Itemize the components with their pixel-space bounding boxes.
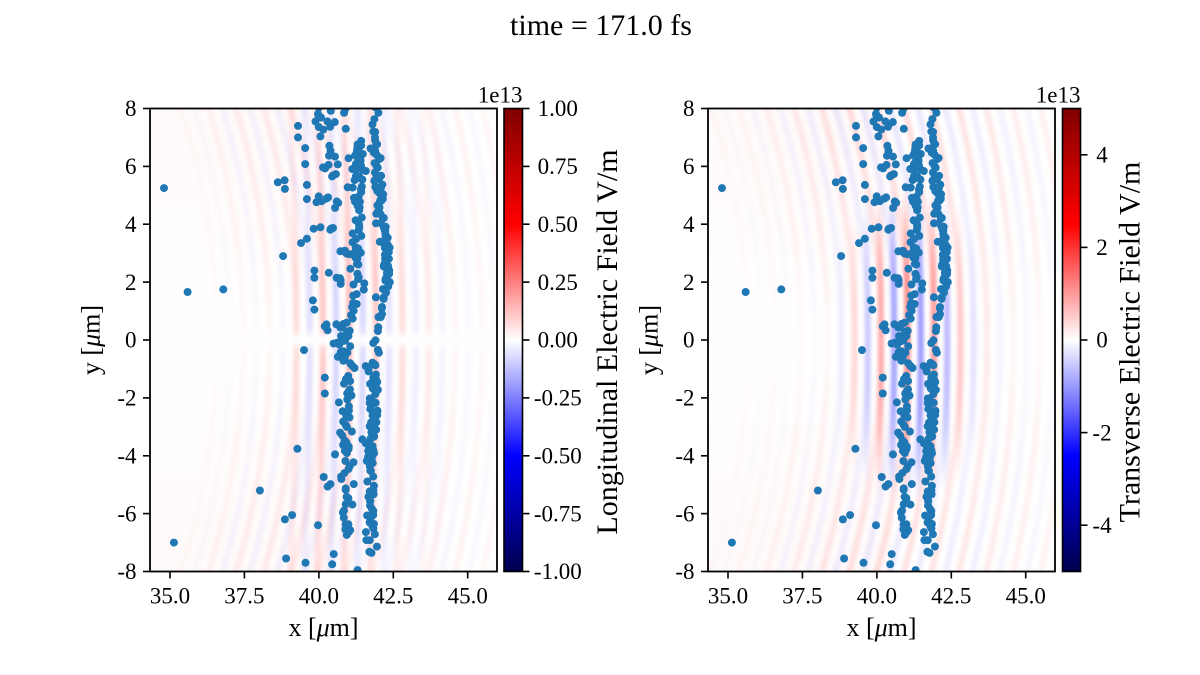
svg-text:-8: -8 bbox=[675, 559, 694, 584]
svg-text:35.0: 35.0 bbox=[150, 584, 190, 609]
svg-text:-0.75: -0.75 bbox=[534, 501, 582, 526]
svg-text:0.25: 0.25 bbox=[538, 270, 578, 295]
svg-text:-2: -2 bbox=[117, 386, 136, 411]
svg-text:0: 0 bbox=[1096, 328, 1108, 353]
svg-text:2: 2 bbox=[683, 270, 695, 295]
svg-text:1e13: 1e13 bbox=[1036, 83, 1081, 108]
svg-text:8: 8 bbox=[125, 96, 137, 121]
svg-text:-4: -4 bbox=[1092, 513, 1112, 538]
svg-text:-6: -6 bbox=[675, 501, 694, 526]
svg-text:-4: -4 bbox=[117, 443, 137, 468]
svg-text:-6: -6 bbox=[117, 501, 136, 526]
svg-text:35.0: 35.0 bbox=[708, 584, 748, 609]
svg-text:-1.00: -1.00 bbox=[534, 559, 582, 584]
svg-text:2: 2 bbox=[125, 270, 137, 295]
svg-text:x [μm]: x [μm] bbox=[846, 613, 916, 642]
svg-text:0.75: 0.75 bbox=[538, 154, 578, 179]
svg-text:y [μm]: y [μm] bbox=[77, 305, 106, 375]
svg-text:42.5: 42.5 bbox=[373, 584, 413, 609]
svg-text:0: 0 bbox=[125, 328, 137, 353]
svg-text:45.0: 45.0 bbox=[448, 584, 488, 609]
svg-text:-0.25: -0.25 bbox=[534, 386, 582, 411]
svg-text:y [μm]: y [μm] bbox=[635, 305, 664, 375]
svg-text:0.00: 0.00 bbox=[538, 328, 578, 353]
svg-text:0: 0 bbox=[683, 328, 695, 353]
svg-text:40.0: 40.0 bbox=[857, 584, 897, 609]
svg-text:40.0: 40.0 bbox=[299, 584, 339, 609]
svg-text:0.50: 0.50 bbox=[538, 212, 578, 237]
svg-text:time = 171.0 fs: time = 171.0 fs bbox=[510, 9, 692, 42]
svg-text:1e13: 1e13 bbox=[478, 83, 523, 108]
svg-text:2: 2 bbox=[1096, 235, 1108, 260]
svg-text:-2: -2 bbox=[675, 386, 694, 411]
svg-text:Transverse Electric Field V/m: Transverse Electric Field V/m bbox=[1114, 162, 1147, 523]
svg-text:42.5: 42.5 bbox=[931, 584, 971, 609]
svg-text:Longitudinal Electric Field V/: Longitudinal Electric Field V/m bbox=[591, 149, 624, 534]
svg-text:-0.50: -0.50 bbox=[534, 443, 582, 468]
svg-text:6: 6 bbox=[125, 154, 137, 179]
svg-text:6: 6 bbox=[683, 154, 695, 179]
svg-text:37.5: 37.5 bbox=[782, 584, 822, 609]
svg-text:4: 4 bbox=[125, 212, 137, 237]
svg-text:-4: -4 bbox=[675, 443, 695, 468]
svg-text:-8: -8 bbox=[117, 559, 136, 584]
svg-text:45.0: 45.0 bbox=[1006, 584, 1046, 609]
svg-text:-2: -2 bbox=[1092, 420, 1111, 445]
svg-text:4: 4 bbox=[683, 212, 695, 237]
svg-text:37.5: 37.5 bbox=[224, 584, 264, 609]
svg-text:1.00: 1.00 bbox=[538, 96, 578, 121]
svg-text:8: 8 bbox=[683, 96, 695, 121]
svg-text:x [μm]: x [μm] bbox=[288, 613, 358, 642]
svg-text:4: 4 bbox=[1096, 143, 1108, 168]
